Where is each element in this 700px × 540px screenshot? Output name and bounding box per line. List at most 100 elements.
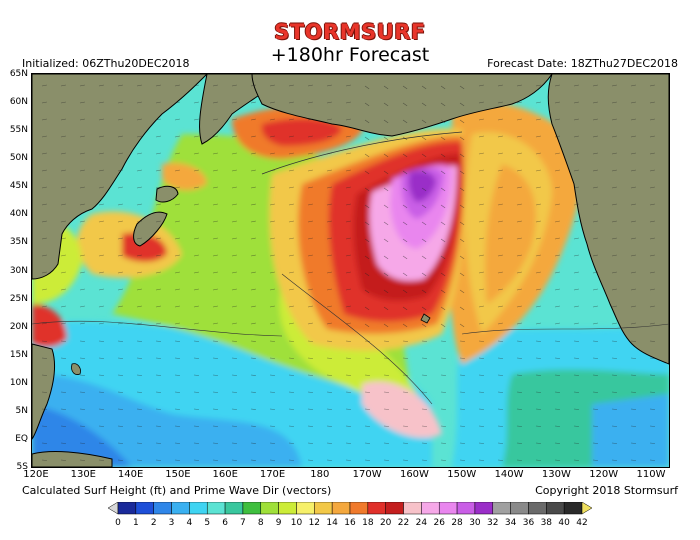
lon-label: 110W (636, 469, 666, 480)
initialized-label: Initialized: 06ZThu20DEC2018 (22, 57, 190, 70)
land-alaska (251, 74, 553, 137)
wave-vector (155, 271, 161, 274)
wave-vector (535, 271, 541, 274)
wave-vector (516, 322, 522, 325)
wave-vector (79, 305, 85, 308)
wave-vector (402, 289, 408, 294)
wave-vector (288, 254, 294, 257)
wave-vector (383, 221, 389, 226)
colorbar-label: 12 (308, 518, 321, 528)
colorbar-min-arrow (108, 502, 119, 515)
wave-vector (516, 135, 522, 138)
wave-vector (231, 84, 237, 87)
wave-vector (592, 288, 598, 291)
wave-vector (98, 220, 104, 223)
wave-vector (117, 203, 123, 206)
wave-vector (174, 118, 180, 121)
wave-vector (592, 135, 598, 138)
wave-vector (326, 101, 332, 104)
wave-vector (193, 288, 199, 291)
wave-vector (231, 237, 237, 240)
wave-vector (402, 153, 408, 158)
wave-vector (117, 254, 123, 257)
wave-vector (250, 84, 256, 87)
wave-vector (231, 305, 237, 308)
colorbar-label: 7 (240, 518, 246, 528)
wave-vector (79, 220, 85, 223)
wave-vector (516, 254, 522, 257)
wave-vector (212, 152, 218, 155)
wave-vector (440, 204, 446, 209)
wave-vector (592, 84, 598, 87)
colorbar-label: 9 (275, 518, 282, 528)
wave-vector (630, 288, 636, 291)
colorbar-label: 16 (344, 518, 356, 528)
wave-vector (60, 84, 66, 87)
wave-vector (421, 170, 427, 175)
wave-vector (98, 84, 104, 87)
wave-vector (326, 169, 332, 172)
wave-vector (364, 272, 370, 277)
wave-vector (307, 271, 313, 274)
wave-vector (554, 203, 560, 206)
wave-vector (440, 238, 446, 243)
wave-vector (79, 152, 85, 155)
wave-vector (174, 152, 180, 155)
wave-vector (516, 288, 522, 291)
wave-vector (478, 322, 484, 325)
wave-vector (136, 186, 142, 189)
wave-vector (98, 271, 104, 274)
wave-vector (250, 237, 256, 240)
wave-vector (174, 237, 180, 240)
wave-vector (231, 118, 237, 121)
wave-vector (212, 288, 218, 291)
colorbar-label: 38 (540, 518, 553, 528)
land-hokkaido (155, 185, 179, 203)
wave-vector (649, 305, 655, 308)
wave-vector (611, 237, 617, 240)
wave-vector (136, 203, 142, 206)
wave-vector (155, 101, 161, 104)
wave-vector (630, 271, 636, 274)
wave-vector (402, 272, 408, 277)
wave-vector (402, 306, 408, 311)
wave-vector (41, 203, 47, 206)
wave-vector (383, 119, 389, 124)
wave-vector (535, 322, 541, 325)
wave-vector (174, 101, 180, 104)
wave-vector (307, 118, 313, 121)
wave-vector (193, 237, 199, 240)
wave-vector (440, 85, 446, 90)
wave-vector (79, 254, 85, 257)
wave-vector (117, 135, 123, 138)
land-philippines (32, 343, 55, 440)
wave-vector (554, 322, 560, 325)
wave-vector (269, 203, 275, 206)
wave-vector (497, 169, 503, 172)
wave-vector (250, 254, 256, 257)
colorbar-label: 5 (204, 518, 211, 528)
colorbar-swatch (563, 502, 583, 515)
wave-vector (345, 186, 351, 189)
wave-vector (326, 118, 332, 121)
wave-vector (345, 220, 351, 223)
colorbar-swatch (403, 502, 422, 515)
colorbar-label: 6 (222, 518, 228, 528)
lat-label: 55N (9, 125, 28, 136)
wave-vector (649, 186, 655, 189)
lat-label: 5N (15, 405, 28, 416)
wave-vector (649, 271, 655, 274)
wave-vector (497, 288, 503, 291)
wave-vector (326, 186, 332, 189)
wave-vector (326, 84, 332, 87)
wave-vector (611, 169, 617, 172)
wave-vector (288, 220, 294, 223)
wave-vector (364, 323, 370, 328)
wave-vector (231, 152, 237, 155)
wave-vector (79, 118, 85, 121)
wave-vector (269, 237, 275, 240)
wave-vector (307, 254, 313, 257)
wave-vector (269, 118, 275, 121)
wave-vector (402, 255, 408, 260)
wave-vector (117, 101, 123, 104)
